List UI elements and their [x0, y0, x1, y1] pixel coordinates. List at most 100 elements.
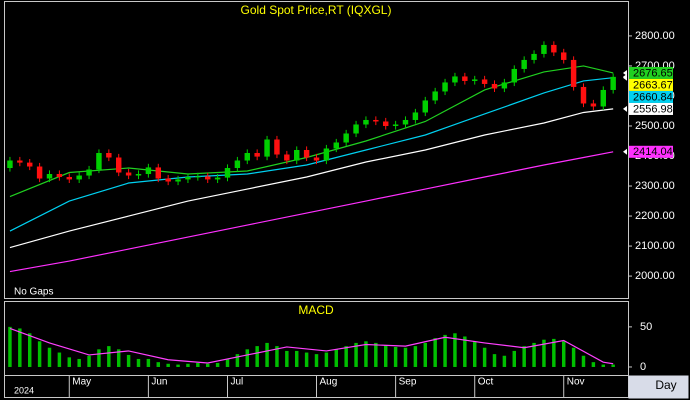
value-tag-pointer — [623, 148, 627, 155]
value-tag-label: 2660.84 — [633, 91, 673, 103]
candle-body — [155, 167, 161, 179]
histogram-bar — [176, 364, 180, 367]
candle-body — [86, 169, 92, 176]
histogram-bar — [314, 354, 319, 367]
candle-body — [313, 157, 320, 161]
value-tag-pointer — [623, 105, 627, 112]
candle-body — [274, 139, 280, 155]
candle-body — [234, 160, 241, 169]
histogram-bar — [166, 363, 170, 367]
y-tick-label: 2800.00 — [635, 30, 675, 42]
histogram-bar — [205, 363, 210, 367]
x-tick-label: Oct — [478, 377, 494, 388]
macd-title: MACD — [298, 303, 334, 317]
candle-body — [66, 177, 72, 180]
histogram-bar — [107, 346, 111, 367]
histogram-bar — [136, 358, 141, 367]
histogram-bar — [492, 354, 497, 367]
histogram-bar — [8, 326, 12, 367]
x-tick-label: Aug — [320, 377, 338, 388]
histogram-bar — [532, 342, 536, 367]
candle-body — [36, 166, 43, 179]
candle-body — [135, 174, 142, 176]
candle-body — [195, 176, 201, 178]
histogram-bar — [581, 355, 586, 367]
candle-body — [521, 59, 527, 69]
value-tag-pointer — [623, 74, 627, 81]
candle-body — [303, 150, 310, 158]
histogram-bar — [126, 354, 131, 367]
histogram-bar — [611, 364, 615, 367]
indicator-line — [9, 151, 614, 273]
histogram-bar — [294, 350, 299, 367]
candle-body — [214, 177, 221, 180]
histogram-bar — [225, 358, 230, 367]
candle-body — [561, 52, 567, 60]
candle-body — [432, 91, 438, 101]
candle-body — [590, 103, 597, 107]
histogram-bar — [18, 328, 22, 367]
candle-body — [224, 168, 231, 178]
histogram-bar — [463, 336, 467, 367]
histogram-bar — [423, 342, 428, 367]
histogram-bar — [196, 362, 200, 367]
histogram-bar — [97, 349, 101, 367]
x-tick-label: Nov — [567, 377, 585, 388]
histogram-bar — [334, 349, 339, 367]
candle-body — [165, 178, 171, 182]
candle-body — [333, 142, 339, 149]
candle-body — [373, 119, 379, 122]
candle-body — [580, 86, 587, 104]
histogram-bar — [215, 362, 220, 367]
candle-body — [205, 176, 211, 180]
histogram-bar — [561, 341, 566, 367]
histogram-bar — [502, 355, 507, 367]
candle-body — [244, 153, 250, 161]
histogram-bar — [47, 347, 52, 367]
histogram-bar — [235, 354, 240, 367]
histogram-bar — [57, 352, 62, 367]
histogram-bar — [393, 346, 398, 367]
candle-body — [472, 79, 478, 81]
x-tick-label: Sep — [399, 377, 417, 388]
candle-body — [363, 119, 369, 125]
corner-box — [628, 375, 689, 399]
histogram-bar — [324, 352, 329, 367]
histogram-bar — [245, 349, 250, 367]
candle-body — [7, 160, 13, 169]
value-tag — [629, 66, 673, 79]
histogram-bar — [77, 358, 81, 367]
candle-body — [353, 124, 359, 134]
histogram-bar — [275, 346, 279, 367]
x-tick-label: May — [72, 377, 91, 388]
candle-body — [402, 119, 409, 125]
value-tag-label: 2676.65 — [633, 67, 673, 79]
value-tag — [629, 102, 673, 115]
candle-body — [17, 160, 23, 163]
histogram-bar — [116, 349, 121, 367]
candle-body — [76, 175, 82, 180]
histogram-bar — [591, 362, 596, 367]
histogram-bar — [403, 347, 408, 367]
chart-title: Gold Spot Price,RT (IQXGL) — [241, 3, 392, 17]
candle-body — [264, 139, 270, 157]
candle-body — [96, 153, 102, 170]
histogram-bar — [67, 357, 72, 367]
y-tick-label: 0 — [640, 361, 646, 373]
candle-body — [412, 112, 419, 120]
y-tick-label: 2200.00 — [635, 210, 675, 222]
histogram-bar — [146, 358, 151, 367]
candle-body — [442, 82, 448, 92]
candle-body — [27, 162, 33, 167]
value-tag-pointer — [623, 69, 627, 76]
candle-body — [125, 172, 132, 176]
histogram-bar — [552, 338, 556, 367]
indicator-line — [9, 327, 614, 365]
candle-body — [422, 100, 428, 113]
year-label: 2024 — [14, 385, 34, 395]
value-tag-label: 2414.04 — [633, 146, 673, 158]
candle-body — [600, 89, 606, 107]
histogram-bar — [37, 341, 42, 367]
value-tag — [629, 78, 673, 91]
value-tag-label: 2663.67 — [633, 79, 673, 91]
